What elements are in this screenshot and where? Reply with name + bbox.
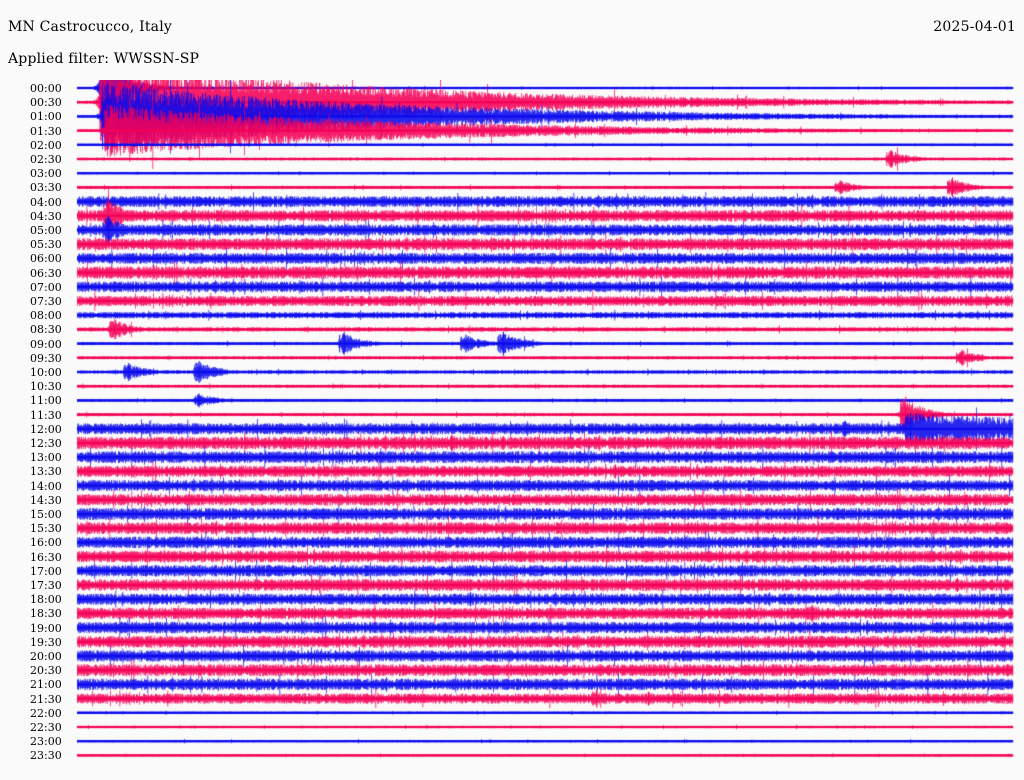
time-label-row: 01:00 xyxy=(30,110,62,124)
time-label-row: 10:30 xyxy=(30,380,62,394)
time-label-row: 22:30 xyxy=(30,721,62,734)
time-label-row: 13:00 xyxy=(30,451,62,465)
time-label-row: 16:30 xyxy=(30,550,62,564)
time-label-row: 20:00 xyxy=(30,650,62,663)
date-label: 2025-04-01 xyxy=(933,19,1016,35)
time-label-row: 05:30 xyxy=(30,238,62,252)
time-label-row: 03:00 xyxy=(30,167,62,181)
time-label-row: 00:30 xyxy=(30,96,62,110)
time-label-row: 08:30 xyxy=(30,323,62,337)
time-label-row: 14:00 xyxy=(30,479,62,493)
time-label-row: 07:00 xyxy=(30,280,62,294)
time-label-row: 15:00 xyxy=(30,508,62,521)
time-label-row: 12:30 xyxy=(30,437,62,450)
time-label-row: 04:00 xyxy=(30,195,62,209)
time-label-row: 03:30 xyxy=(30,181,62,195)
time-label-row: 19:30 xyxy=(30,635,62,649)
time-label-row: 18:00 xyxy=(30,593,62,607)
time-label-row: 05:00 xyxy=(30,224,62,237)
time-label-row: 11:00 xyxy=(30,394,62,408)
time-label-row: 14:30 xyxy=(30,493,62,507)
time-label-row: 07:30 xyxy=(30,295,62,308)
seismogram-traces xyxy=(0,80,1024,776)
time-label-row: 08:00 xyxy=(30,309,62,323)
time-label-row: 23:30 xyxy=(30,749,62,763)
time-label-row: 19:00 xyxy=(30,621,62,635)
time-label-row: 02:30 xyxy=(30,153,62,166)
time-label-row: 23:00 xyxy=(30,735,62,749)
time-label-row: 02:00 xyxy=(30,138,62,152)
time-label-row: 01:30 xyxy=(30,124,62,138)
time-label-row: 18:30 xyxy=(30,607,62,621)
time-label-row: 09:00 xyxy=(30,337,62,351)
time-label-row: 21:30 xyxy=(30,692,62,706)
time-label-row: 11:30 xyxy=(30,408,62,422)
time-label-row: 17:00 xyxy=(30,564,62,578)
time-label-row: 21:00 xyxy=(30,678,62,692)
time-label-row: 04:30 xyxy=(30,209,62,223)
time-label-row: 00:00 xyxy=(30,82,62,95)
helicorder-plot: 00:00 00:30 01:00 01:30 02:00 02:30 03:00 03:30… xyxy=(0,80,1024,776)
time-label-row: 17:30 xyxy=(30,579,62,592)
time-label-row: 22:00 xyxy=(30,706,62,720)
time-label-row: 06:00 xyxy=(30,252,62,266)
time-label-row: 20:30 xyxy=(30,664,62,678)
time-label-row: 16:00 xyxy=(30,536,62,550)
time-label-row: 13:30 xyxy=(30,465,62,479)
time-label-row: 06:30 xyxy=(30,266,62,280)
applied-filter-label: Applied filter: WWSSN-SP xyxy=(8,51,200,67)
time-label-row: 10:00 xyxy=(30,366,62,379)
time-label-row: 12:00 xyxy=(30,422,62,436)
time-label-row: 15:30 xyxy=(30,522,62,536)
time-label-row: 09:30 xyxy=(30,351,62,365)
station-title: MN Castrocucco, Italy xyxy=(8,19,172,35)
